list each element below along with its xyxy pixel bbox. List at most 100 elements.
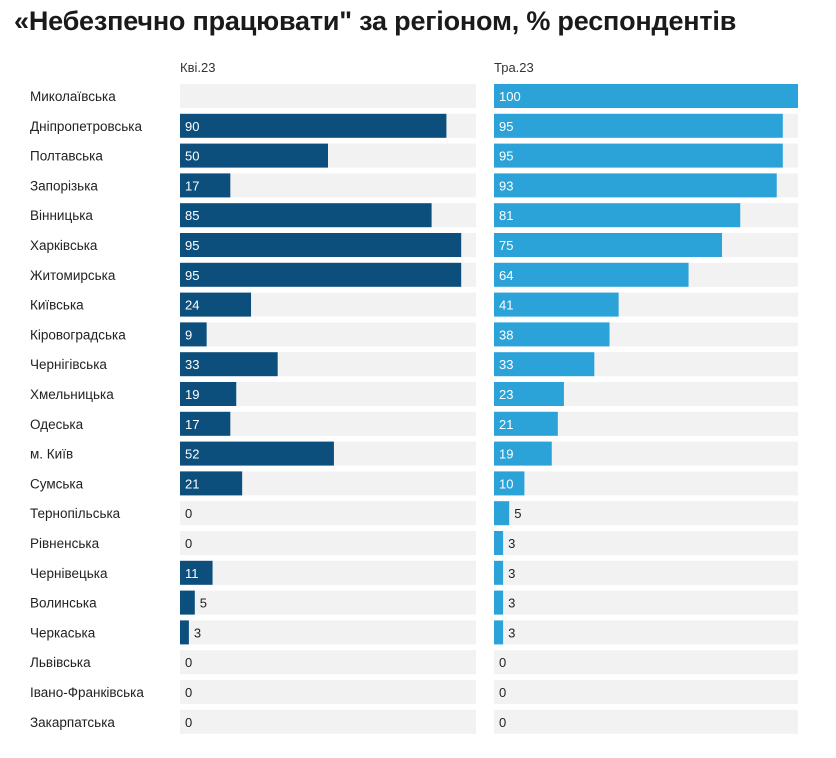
data-label: 33 [185,357,199,372]
data-label: 95 [185,238,199,253]
bar [494,620,504,645]
bar [180,173,231,198]
data-label: 0 [185,536,192,551]
data-label: 19 [185,387,199,402]
bar-track [494,471,798,496]
bar [180,471,243,496]
bar [494,441,552,466]
category-label: Миколаївська [30,89,116,104]
bar [180,143,328,168]
data-label: 0 [185,715,192,730]
bar [180,262,462,287]
category-label: Кіровоградська [30,327,126,342]
bar-track [180,650,476,675]
data-label: 64 [499,268,513,283]
category-label: Житомирська [30,268,116,283]
data-label: 23 [499,387,513,402]
data-label: 3 [508,536,515,551]
category-label: Запорізька [30,178,98,193]
bar-track [180,709,476,734]
category-label: Івано-Франківська [30,685,144,700]
data-label: 21 [499,417,513,432]
data-label: 3 [508,566,515,581]
bar-track [180,560,476,585]
bar [494,143,783,168]
bar [180,560,213,585]
category-label: Полтавська [30,149,103,164]
category-label: Київська [30,298,84,313]
bar-track [494,531,798,555]
bar [494,292,619,317]
data-label: 38 [499,327,513,342]
bar-track [494,620,798,645]
data-label: 17 [185,178,199,193]
category-label: Харківська [30,238,98,253]
data-label: 19 [499,447,513,462]
bar [494,233,722,257]
category-label: Одеська [30,417,84,432]
data-label: 5 [200,596,207,611]
category-label: Рівненська [30,536,100,551]
bar-track [180,84,476,108]
data-label: 21 [185,476,199,491]
category-label: Чернігівська [30,357,107,372]
category-label: Закарпатська [30,715,115,730]
data-label: 10 [499,476,513,491]
data-label: 0 [499,685,506,700]
bar-track [180,620,476,645]
category-label: Черкаська [30,625,96,640]
data-label: 0 [185,655,192,670]
series-label-2: Тра.23 [494,60,534,75]
bar-track [494,501,798,526]
bar [494,113,783,138]
series-label-1: Кві.23 [180,60,215,75]
bar-track [494,650,798,675]
category-label: Хмельницька [30,387,114,402]
data-label: 75 [499,238,513,253]
bar [180,203,432,228]
bar [494,322,610,347]
bar-track [180,590,476,615]
data-label: 3 [508,625,515,640]
data-label: 3 [508,596,515,611]
category-label: Вінницька [30,208,93,223]
category-label: Тернопільська [30,506,121,521]
data-label: 0 [185,506,192,521]
bar [180,411,231,436]
bar [494,590,504,615]
bar [180,322,207,347]
data-label: 93 [499,178,513,193]
bar-track [494,709,798,734]
bar [180,590,195,615]
data-label: 9 [185,327,192,342]
data-label: 3 [194,625,201,640]
data-label: 81 [499,208,513,223]
data-label: 0 [499,715,506,730]
bar-track [494,590,798,615]
bar [180,441,334,466]
bar [180,233,462,257]
data-label: 50 [185,149,199,164]
bar [494,411,558,436]
bar [494,560,504,585]
chart-title: «Небезпечно працювати" за регіоном, % ре… [14,6,737,36]
bar [494,531,504,555]
data-label: 0 [185,685,192,700]
data-label: 17 [185,417,199,432]
category-label: Чернівецька [30,566,108,581]
bar [494,203,741,228]
bar-track [180,531,476,555]
bar [180,620,189,645]
bar [494,262,689,287]
bar [494,382,564,406]
data-label: 95 [499,119,513,134]
data-label: 24 [185,298,199,313]
category-label: Дніпропетровська [30,119,142,134]
bar [180,292,252,317]
data-label: 33 [499,357,513,372]
bar [494,352,595,377]
bar-track [180,501,476,526]
bar [494,471,525,496]
bar-track [494,560,798,585]
bar [494,84,798,108]
